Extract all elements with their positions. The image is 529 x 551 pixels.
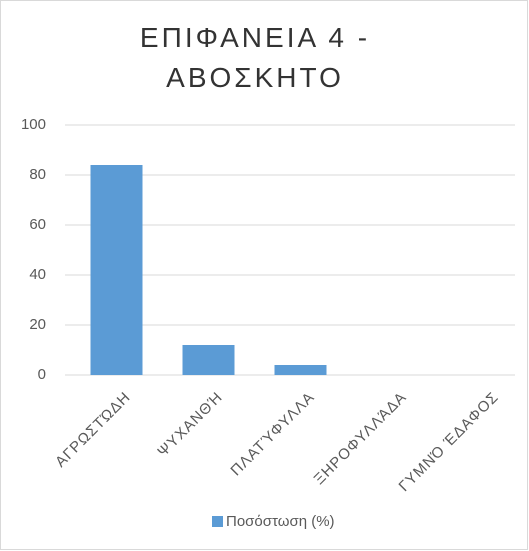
bar xyxy=(90,165,143,375)
y-tick-label: 0 xyxy=(38,366,46,383)
bar xyxy=(182,345,235,375)
y-tick-label: 60 xyxy=(29,216,46,233)
bar xyxy=(274,365,327,375)
y-tick-label: 80 xyxy=(29,166,46,183)
chart-title: ΕΠΙΦΑΝΕΙΑ 4 - ΑΒΟΣΚΗΤΟ xyxy=(139,22,371,93)
y-tick-label: 40 xyxy=(29,266,46,283)
legend-label: Ποσόστωση (%) xyxy=(226,513,335,530)
y-tick-label: 100 xyxy=(21,116,46,133)
legend-swatch xyxy=(212,516,223,527)
y-tick-label: 20 xyxy=(29,316,46,333)
